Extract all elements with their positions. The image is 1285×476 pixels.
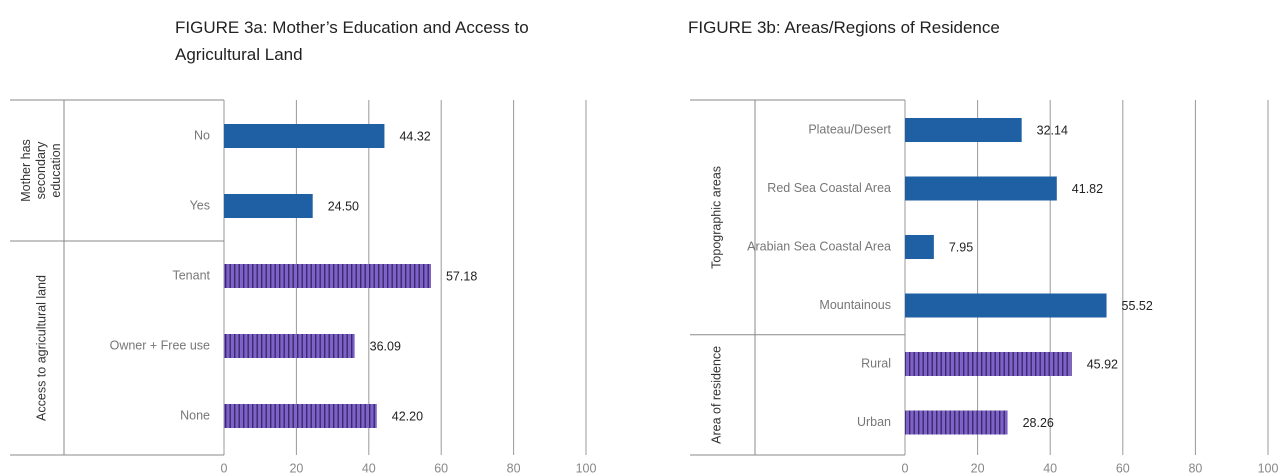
- x-tick-label: 0: [221, 461, 228, 475]
- value-label: 45.92: [1087, 357, 1118, 371]
- bar: [905, 118, 1022, 142]
- value-label: 42.20: [392, 409, 423, 423]
- category-label: Yes: [190, 198, 210, 212]
- value-label: 28.26: [1023, 416, 1054, 430]
- category-label: Tenant: [172, 268, 210, 282]
- category-label: Owner + Free use: [110, 338, 210, 352]
- category-label: Red Sea Coastal Area: [767, 181, 891, 195]
- x-tick-label: 20: [289, 461, 303, 475]
- x-tick-label: 40: [1043, 461, 1057, 475]
- x-tick-label: 60: [1116, 461, 1130, 475]
- category-label: None: [180, 408, 210, 422]
- chart-title: FIGURE 3a: Mother’s Education and Access…: [175, 18, 529, 64]
- value-label: 32.14: [1037, 123, 1068, 137]
- bar: [905, 176, 1057, 201]
- x-tick-label: 60: [434, 461, 448, 475]
- bar: [905, 235, 934, 259]
- value-label: 44.32: [399, 129, 430, 143]
- category-label: Plateau/Desert: [808, 122, 891, 136]
- value-label: 41.82: [1072, 182, 1103, 196]
- category-label: No: [194, 128, 210, 142]
- category-label: Mountainous: [819, 298, 891, 312]
- value-label: 57.18: [446, 269, 477, 283]
- bar: [905, 293, 1107, 318]
- group-label: Topographic areas: [709, 166, 723, 269]
- bar: [224, 264, 431, 288]
- value-label: 24.50: [328, 199, 359, 213]
- category-label: Rural: [861, 356, 891, 370]
- x-tick-label: 100: [1258, 461, 1279, 475]
- bar: [905, 410, 1008, 435]
- x-tick-label: 80: [1188, 461, 1202, 475]
- value-label: 36.09: [370, 339, 401, 353]
- group-label: Mother hassecondaryeducation: [19, 139, 63, 202]
- bar: [224, 404, 377, 428]
- value-label: 7.95: [949, 240, 973, 254]
- value-label: 55.52: [1122, 299, 1153, 313]
- x-tick-label: 0: [902, 461, 909, 475]
- x-tick-label: 100: [576, 461, 597, 475]
- chart-title: FIGURE 3b: Areas/Regions of Residence: [688, 18, 1000, 37]
- bar: [905, 352, 1072, 376]
- bar: [224, 124, 385, 148]
- x-tick-label: 80: [507, 461, 521, 475]
- bar: [224, 334, 355, 358]
- x-tick-label: 20: [971, 461, 985, 475]
- bar: [224, 194, 313, 218]
- x-tick-label: 40: [362, 461, 376, 475]
- group-label: Access to agricultural land: [34, 275, 48, 421]
- group-label: Area of residence: [709, 346, 723, 444]
- category-label: Urban: [857, 415, 891, 429]
- category-label: Arabian Sea Coastal Area: [747, 239, 891, 253]
